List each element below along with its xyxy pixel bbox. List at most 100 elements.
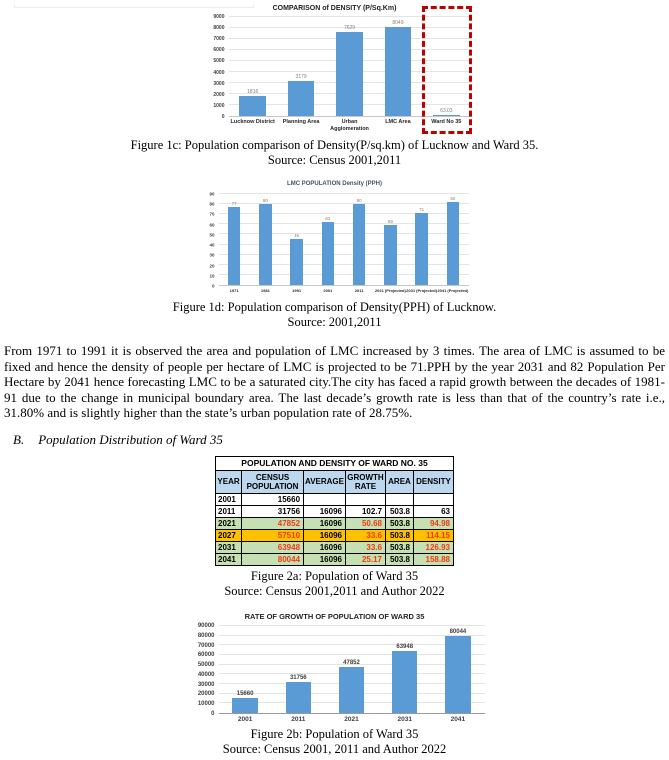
bar-column: 63948 xyxy=(378,626,431,713)
table-cell: 503.8 xyxy=(384,552,414,566)
bars: 1816 3179 7629 8049 63.03 xyxy=(229,17,471,116)
bar xyxy=(227,207,241,285)
table-title: POPULATION AND DENSITY OF WARD NO. 35 xyxy=(215,455,454,471)
x-tick-label: Lucknow District xyxy=(230,119,275,125)
bar-column: 46 xyxy=(281,194,312,285)
gridline xyxy=(218,653,485,655)
plot: 1816 3179 7629 8049 63.03 xyxy=(228,16,471,117)
table-cell: 31756 xyxy=(241,504,305,518)
y-tick-label: 40000 xyxy=(197,671,215,678)
y-tick-label: 0 xyxy=(211,283,215,289)
x-tick-label: 2031 (Projected) xyxy=(406,288,438,293)
table-cell: 50.68 xyxy=(344,516,386,530)
x-axis-labels: 1971 1981 1991 2001 2011 2021 (Projected) 2031… xyxy=(219,286,469,293)
caption-source: Source: Census 2001,2011 xyxy=(267,153,402,167)
figure-1c-caption: Figure 1c: Population comparison of Dens… xyxy=(0,138,669,168)
y-tick-label: 10 xyxy=(209,273,215,279)
gridline xyxy=(228,16,471,17)
table-cell xyxy=(384,492,414,506)
bar-column: 71 xyxy=(406,194,437,285)
gridline xyxy=(218,243,469,245)
bar-value-label: 59 xyxy=(387,219,393,225)
table-header-cell: AREA xyxy=(384,469,414,494)
table-cell: 63948 xyxy=(241,540,305,554)
table-cell: 94.98 xyxy=(412,516,454,530)
gridline xyxy=(218,213,469,215)
table-cell: 503.8 xyxy=(384,540,414,554)
bar-value-label: 46 xyxy=(294,232,300,238)
bar xyxy=(384,27,412,116)
table-cell: 126.93 xyxy=(412,540,454,554)
x-tick-label: 2041 xyxy=(450,715,466,723)
y-tick-label: 9000 xyxy=(213,14,225,20)
bar-value-label: 63948 xyxy=(396,644,414,651)
gridline xyxy=(218,644,485,646)
bar xyxy=(259,204,272,285)
bar-column: 80044 xyxy=(431,626,484,713)
gridline xyxy=(228,27,471,28)
gridline xyxy=(218,193,469,194)
bar xyxy=(391,651,418,713)
plot: 15660 31756 47852 63948 80044 xyxy=(218,624,485,714)
table-cell xyxy=(303,492,346,506)
table-header-cell: DENSITY xyxy=(412,469,454,494)
bar-column: 59 xyxy=(375,194,406,285)
y-axis: 0 10 20 30 40 50 60 70 80 90 xyxy=(201,192,219,289)
bar-column: 80 xyxy=(344,194,375,285)
y-tick-label: 10000 xyxy=(197,701,215,708)
bar-value-label: 63.03 xyxy=(440,107,453,114)
y-tick-label: 8000 xyxy=(213,25,225,32)
x-tick-label: 1981 xyxy=(260,288,270,293)
ward-table: POPULATION AND DENSITY OF WARD NO. 35 YEA… xyxy=(215,455,454,566)
caption-source: Source: Census 2001, 2011 and Author 202… xyxy=(222,741,447,756)
table-row: 2031 63948 16096 33.6 503.8 126.93 xyxy=(215,540,454,554)
bar-column: 8049 xyxy=(374,17,422,116)
bar-column: 1816 xyxy=(229,17,277,116)
y-tick-label: 20 xyxy=(209,263,215,269)
figure-2b-caption: Figure 2b: Population of Ward 35 Source:… xyxy=(0,727,669,757)
bar-value-label: 7629 xyxy=(343,25,356,32)
bar xyxy=(446,202,460,285)
gridline xyxy=(218,634,485,636)
table-cell: 16096 xyxy=(303,528,346,542)
table-cell: 2031 xyxy=(215,540,243,554)
table-cell: 33.6 xyxy=(344,528,386,542)
table-cell: 2027 xyxy=(215,528,243,542)
y-tick-label: 80 xyxy=(209,201,215,207)
y-axis: 0 1000 2000 3000 4000 5000 6000 7000 8000 9000 xyxy=(199,14,229,120)
x-tick-label: LMC Area xyxy=(385,119,411,125)
x-tick-label: 2031 xyxy=(397,715,412,723)
bar xyxy=(287,81,315,116)
y-tick-label: 3000 xyxy=(213,80,225,87)
x-tick-label: 2011 xyxy=(291,715,306,723)
bars: 77 80 46 62 80 59 71 82 xyxy=(219,194,469,285)
bar-value-label: 82 xyxy=(450,196,456,202)
table-cell: 158.88 xyxy=(412,552,454,566)
y-tick-label: 4000 xyxy=(213,69,225,76)
caption-text: Figure 1c: Population comparison of Dens… xyxy=(130,138,539,152)
y-tick-label: 1000 xyxy=(213,102,225,109)
x-tick-label: 1971 xyxy=(229,288,239,293)
table-cell: 2001 xyxy=(215,492,243,506)
table-cell: 2041 xyxy=(215,552,243,566)
table-cell: 16096 xyxy=(303,504,346,518)
bar-column: 77 xyxy=(219,194,250,285)
table-cell: 15660 xyxy=(241,492,305,506)
bar-value-label: 47852 xyxy=(343,659,360,666)
bar xyxy=(290,238,303,285)
gridline xyxy=(218,203,469,205)
x-tick-label: 2041 (Projected) xyxy=(437,288,469,293)
chart-title: COMPARISON of DENSITY (P/Sq.Km) xyxy=(272,5,397,12)
body-paragraph: From 1971 to 1991 it is observed the are… xyxy=(4,343,665,421)
x-axis-labels: 2001 2011 2021 2031 2041 xyxy=(219,714,485,724)
caption-text: Figure 2a: Population of Ward 35 xyxy=(250,568,419,583)
caption-text: Figure 1d: Population comparison of Dens… xyxy=(172,300,497,314)
section-heading: B. Population Distribution of Ward 35 xyxy=(0,432,669,448)
y-tick-label: 90000 xyxy=(197,622,215,629)
table-cell: 25.17 xyxy=(344,552,386,566)
bar-value-label: 15660 xyxy=(236,690,254,697)
section-title: Population Distribution of Ward 35 xyxy=(38,431,223,447)
caption-text: Figure 2b: Population of Ward 35 xyxy=(250,726,419,741)
y-tick-label: 0 xyxy=(211,710,215,717)
x-tick-label: 2021 (Projected) xyxy=(374,288,406,293)
